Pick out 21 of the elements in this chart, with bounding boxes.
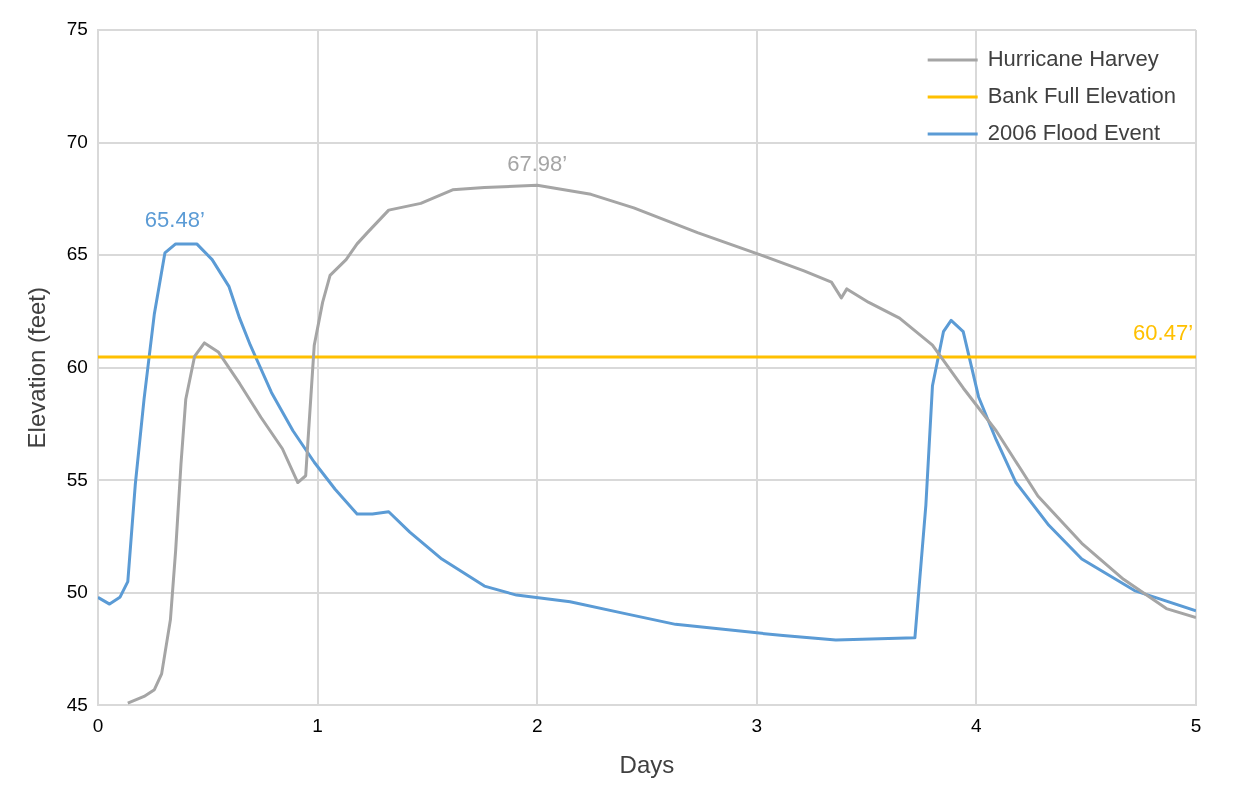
y-tick-label: 45 [66,693,88,715]
legend-label: Bank Full Elevation [987,83,1177,109]
y-axis-title: Elevation (feet) [23,286,51,449]
y-tick-label: 70 [66,130,88,152]
x-axis-title: Days [619,751,675,779]
legend-label: Hurricane Harvey [987,46,1159,72]
x-tick-label: 1 [312,715,323,737]
x-tick-label: 5 [1190,715,1202,737]
annotation: 67.98’ [507,151,568,177]
x-tick-label: 2 [531,715,543,737]
annotation: 60.47’ [1133,320,1194,346]
legend-label: 2006 Flood Event [987,120,1161,146]
x-tick-label: 0 [92,715,104,737]
y-tick-label: 65 [66,243,88,265]
y-tick-label: 60 [66,355,88,377]
y-tick-label: 50 [66,581,88,603]
annotation: 65.48’ [144,207,205,233]
y-tick-label: 55 [66,468,88,490]
x-tick-label: 3 [751,715,763,737]
x-tick-label: 4 [971,715,983,737]
y-tick-label: 75 [66,18,88,40]
